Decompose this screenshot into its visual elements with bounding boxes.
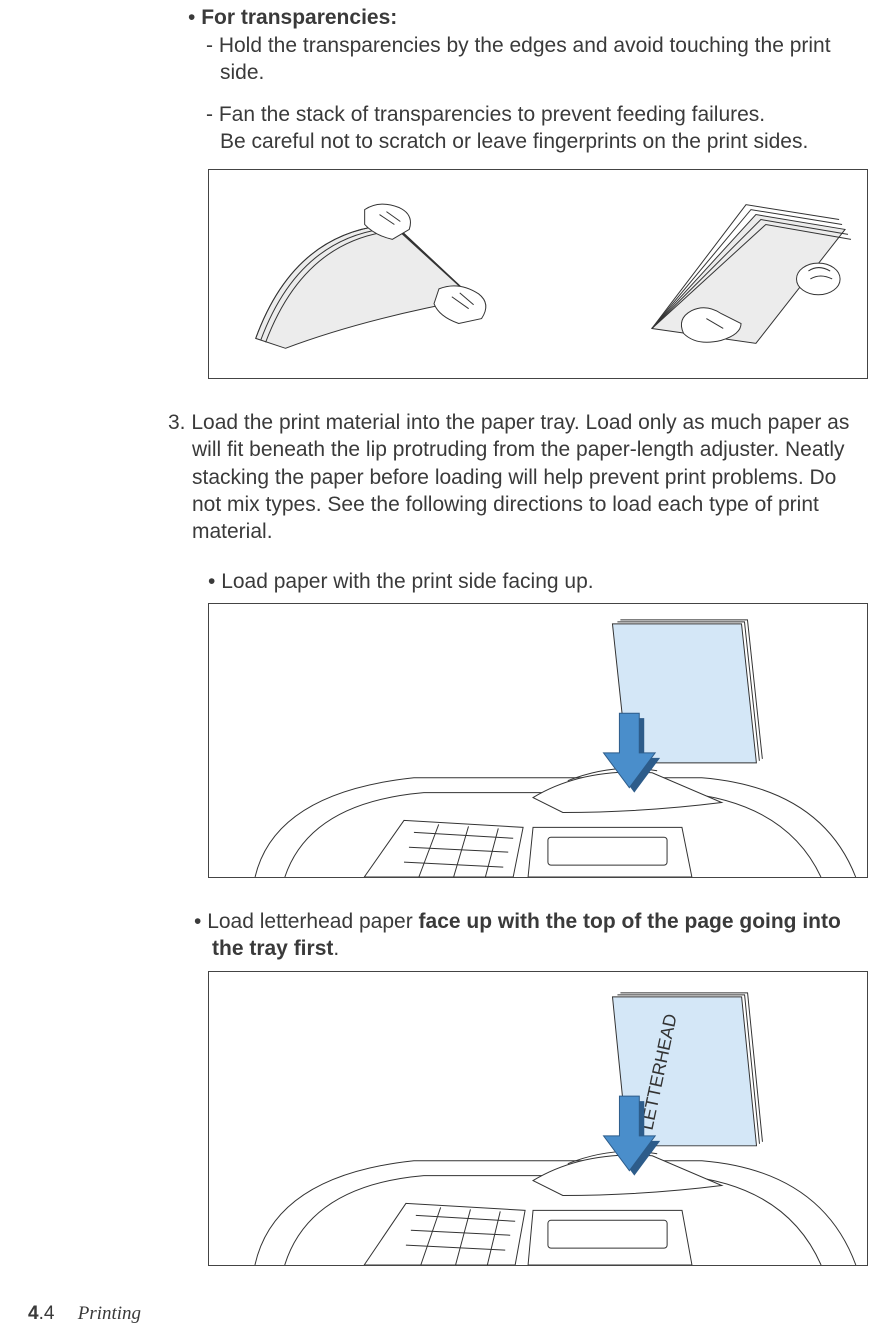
dash-line2: Be careful not to scratch or leave finge… [220, 128, 808, 155]
figure-transparencies [208, 169, 868, 379]
dash-item-1: - Hold the transparencies by the edges a… [206, 32, 868, 87]
bullet-pre: Load letterhead paper [207, 910, 418, 933]
dash-item-2: - Fan the stack of transparencies to pre… [206, 101, 868, 156]
section-name: Printing [78, 1303, 141, 1324]
bullet-prefix: • [208, 570, 221, 593]
heading-bold: For transparencies: [201, 6, 397, 29]
figure-letterhead: LETTERHEAD [208, 971, 868, 1266]
bullet-text: Load paper with the print side facing up… [221, 570, 593, 593]
dash-body: Hold the transparencies by the edges and… [219, 34, 831, 84]
bullet-post: . [333, 937, 339, 960]
bullet-prefix: • [194, 910, 207, 933]
dash-line1: Fan the stack of transparencies to preve… [219, 103, 765, 126]
transparency-fan-illustration [209, 170, 867, 378]
dash-prefix: - [206, 34, 219, 57]
step-number: 3. [168, 411, 191, 434]
bullet-prefix: • [188, 6, 201, 29]
step-3: 3. Load the print material into the pape… [168, 409, 868, 545]
bullet-load-up: • Load paper with the print side facing … [208, 568, 868, 595]
transparencies-heading: • For transparencies: [188, 6, 868, 30]
dash-prefix: - [206, 103, 219, 126]
figure-paper-face-up [208, 603, 868, 878]
chapter-number: 4 [28, 1303, 39, 1324]
step-text: Load the print material into the paper t… [191, 411, 849, 543]
bullet-letterhead: • Load letterhead paper face up with the… [194, 908, 868, 963]
page-number: .4 [39, 1303, 55, 1324]
printer-illustration-2: LETTERHEAD [209, 972, 867, 1265]
page-footer: 4.4 Printing [28, 1303, 141, 1325]
printer-illustration-1 [209, 604, 867, 877]
